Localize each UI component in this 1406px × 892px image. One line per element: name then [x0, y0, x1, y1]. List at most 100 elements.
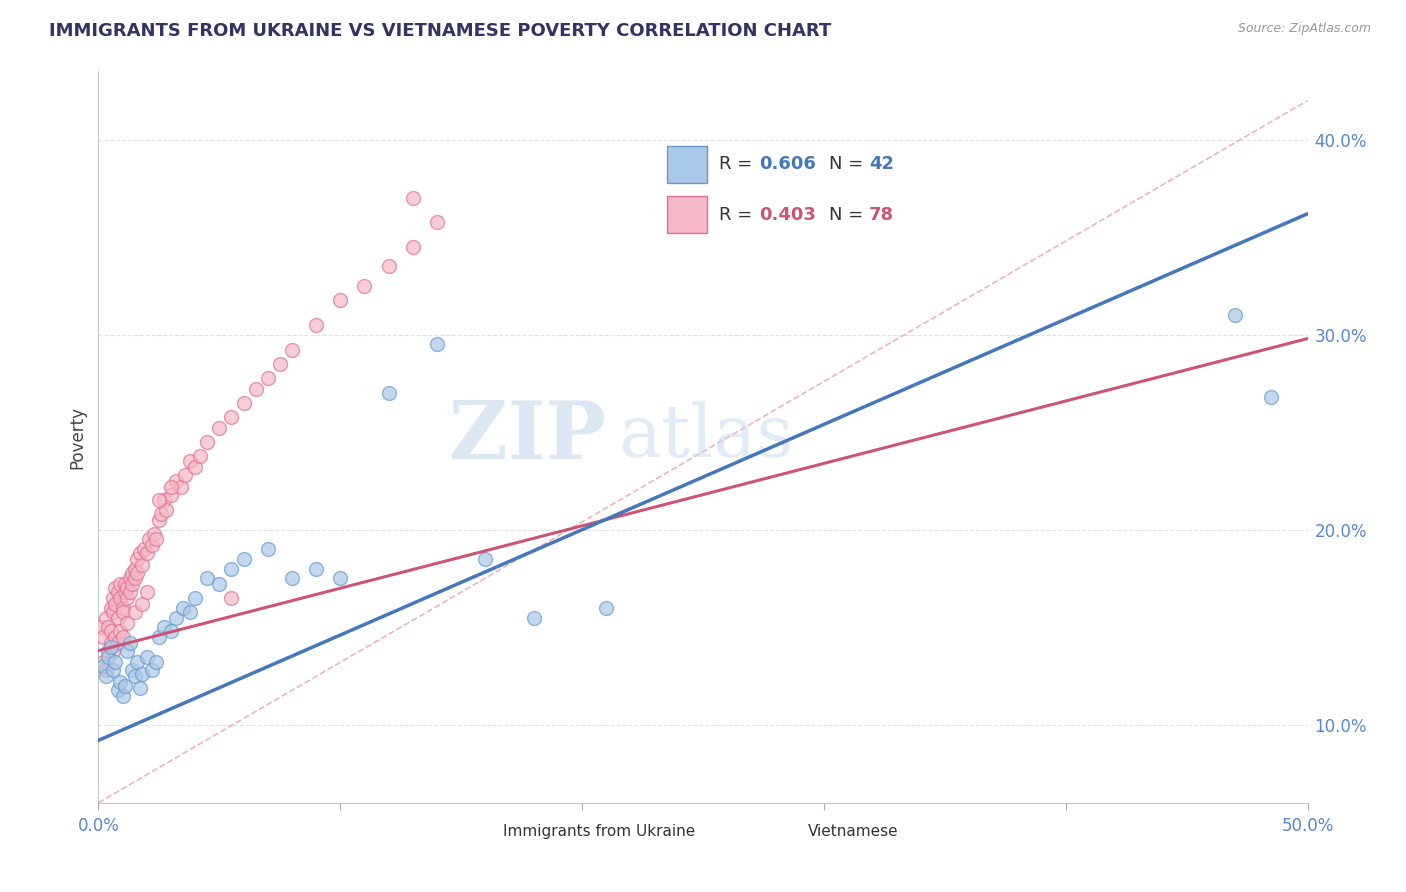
Point [107, 682, 129, 697]
Point [101, 591, 124, 605]
Point [305, 318, 328, 332]
Point [474, 552, 496, 566]
Point [256, 370, 278, 384]
Point [121, 566, 143, 580]
Point [127, 566, 149, 580]
Point [221, 562, 243, 576]
Point [121, 577, 143, 591]
Point [100, 600, 122, 615]
Point [402, 240, 425, 254]
Y-axis label: Poverty: Poverty [69, 406, 87, 468]
Point [124, 669, 146, 683]
Point [172, 600, 194, 615]
Point [152, 493, 174, 508]
Bar [668, 145, 707, 183]
Point [138, 533, 160, 547]
Point [135, 546, 157, 560]
Point [107, 585, 129, 599]
Point [165, 474, 187, 488]
Point [305, 562, 328, 576]
Point [165, 610, 187, 624]
Point [118, 585, 141, 599]
Text: 0.403: 0.403 [759, 206, 815, 224]
Point [179, 605, 201, 619]
Text: R =: R = [720, 155, 758, 173]
Point [135, 585, 157, 599]
Point [256, 542, 278, 557]
Point [208, 421, 231, 435]
Point [111, 689, 134, 703]
Point [127, 552, 149, 566]
Point [121, 663, 143, 677]
Point [134, 542, 156, 557]
Point [1223, 308, 1246, 322]
Point [128, 681, 150, 695]
Point [221, 409, 243, 424]
Point [152, 620, 174, 634]
Point [117, 616, 139, 631]
Point [108, 674, 131, 689]
Point [97, 649, 120, 664]
Point [118, 636, 141, 650]
Point [523, 610, 546, 624]
Point [114, 585, 136, 599]
Point [329, 293, 352, 307]
Point [145, 656, 167, 670]
Point [104, 581, 127, 595]
Point [91, 659, 114, 673]
Point [94, 663, 117, 677]
Point [141, 538, 163, 552]
Text: IMMIGRANTS FROM UKRAINE VS VIETNAMESE POVERTY CORRELATION CHART: IMMIGRANTS FROM UKRAINE VS VIETNAMESE PO… [49, 22, 831, 40]
Point [208, 577, 231, 591]
Point [128, 546, 150, 560]
Point [148, 513, 170, 527]
Point [111, 600, 134, 615]
Text: atlas: atlas [619, 401, 794, 473]
Point [104, 656, 127, 670]
Point [195, 572, 218, 586]
Point [148, 630, 170, 644]
Point [232, 552, 254, 566]
Point [100, 624, 122, 639]
Point [124, 605, 146, 619]
Point [595, 600, 617, 615]
Point [117, 591, 139, 605]
Text: N =: N = [830, 155, 869, 173]
Point [107, 636, 129, 650]
Point [117, 643, 139, 657]
Point [281, 343, 304, 358]
Point [329, 572, 352, 586]
Point [124, 572, 146, 586]
Point [100, 636, 122, 650]
Text: 42: 42 [869, 155, 894, 173]
Point [108, 591, 131, 605]
Point [353, 279, 375, 293]
Point [269, 357, 291, 371]
Point [117, 581, 139, 595]
Point [94, 669, 117, 683]
Point [97, 620, 120, 634]
Point [90, 620, 112, 634]
Point [160, 488, 183, 502]
Text: R =: R = [720, 206, 758, 224]
Point [184, 591, 207, 605]
Point [94, 610, 117, 624]
Bar [668, 196, 707, 234]
Point [101, 605, 124, 619]
Point [188, 449, 211, 463]
Point [143, 526, 166, 541]
Text: N =: N = [830, 206, 869, 224]
Point [195, 434, 218, 449]
Point [179, 454, 201, 468]
Point [114, 577, 136, 591]
Point [111, 605, 134, 619]
Point [145, 533, 167, 547]
Point [426, 337, 449, 351]
Text: 78: 78 [869, 206, 894, 224]
Point [150, 507, 173, 521]
Point [131, 667, 153, 681]
Text: Source: ZipAtlas.com: Source: ZipAtlas.com [1237, 22, 1371, 36]
Point [148, 493, 170, 508]
Point [160, 624, 183, 639]
Point [141, 663, 163, 677]
